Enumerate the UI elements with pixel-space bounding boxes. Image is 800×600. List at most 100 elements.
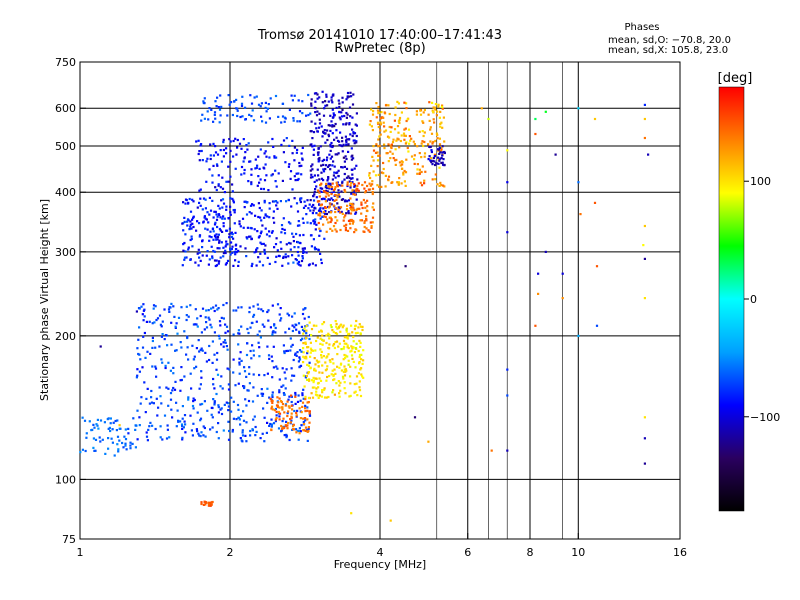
echo-point — [252, 204, 255, 207]
echo-point — [146, 350, 149, 353]
echo-point — [306, 406, 309, 409]
echo-point — [283, 425, 286, 428]
echo-point — [238, 357, 241, 360]
echo-point — [301, 257, 304, 260]
echo-point — [155, 397, 158, 400]
echo-point — [345, 167, 349, 170]
echo-point — [254, 434, 257, 437]
echo-point — [222, 246, 225, 249]
echo-point — [298, 110, 302, 113]
echo-point — [203, 400, 206, 403]
phases-x-stats: mean, sd,X: 105.8, 23.0 — [608, 45, 728, 56]
echo-point — [330, 155, 334, 158]
echo-point — [274, 326, 277, 330]
echo-point — [217, 213, 220, 216]
echo-point — [250, 212, 253, 215]
echo-point — [333, 393, 336, 396]
echo-point — [129, 444, 132, 447]
echo-point — [334, 332, 337, 335]
echo-point — [337, 99, 340, 102]
echo-point — [289, 421, 292, 424]
echo-point — [430, 161, 433, 164]
echo-point — [205, 254, 208, 257]
echo-point — [204, 227, 207, 230]
echo-point — [267, 141, 270, 144]
echo-point — [245, 213, 249, 216]
echo-point — [263, 374, 266, 377]
echo-point — [352, 335, 355, 339]
echo-point — [173, 388, 177, 391]
echo-point — [268, 156, 271, 159]
echo-point — [344, 229, 347, 232]
echo-point — [310, 102, 313, 105]
echo-point — [209, 157, 212, 161]
echo-point — [338, 105, 341, 109]
echo-point — [141, 366, 144, 369]
echo-point — [260, 230, 263, 233]
echo-point — [365, 227, 368, 230]
echo-point — [300, 411, 303, 414]
echo-point — [227, 217, 230, 220]
echo-point — [183, 330, 186, 333]
echo-point — [438, 152, 441, 155]
echo-point — [334, 372, 337, 375]
echo-point — [385, 152, 388, 155]
echo-point — [379, 121, 382, 124]
echo-point — [329, 220, 332, 224]
echo-point — [214, 186, 217, 189]
echo-point — [240, 147, 243, 150]
echo-point — [307, 207, 310, 210]
echo-point — [298, 407, 301, 410]
echo-point — [443, 150, 446, 154]
echo-point — [396, 100, 399, 103]
echo-point — [360, 358, 363, 361]
echo-point — [252, 315, 255, 318]
echo-point — [240, 104, 244, 107]
echo-point — [220, 407, 223, 410]
echo-point — [81, 416, 84, 419]
echo-point — [189, 238, 192, 242]
echo-point — [342, 339, 346, 342]
echo-point — [274, 94, 278, 98]
echo-point — [316, 93, 319, 96]
echo-point — [215, 430, 218, 434]
echo-point — [200, 119, 203, 122]
echo-point — [341, 101, 344, 104]
echo-point — [198, 159, 201, 162]
echo-point — [185, 314, 188, 317]
echo-point — [279, 200, 282, 203]
echo-point — [342, 324, 345, 327]
echo-point — [371, 192, 374, 196]
echo-point — [405, 102, 408, 105]
echo-point — [223, 339, 227, 342]
echo-point — [257, 341, 260, 344]
echo-point — [151, 365, 154, 368]
echo-point — [437, 162, 440, 165]
echo-point — [236, 146, 239, 149]
echo-point — [256, 230, 259, 233]
echo-point — [204, 217, 207, 220]
echo-point — [345, 98, 348, 101]
echo-point — [351, 331, 354, 334]
echo-point — [341, 212, 344, 215]
echo-point — [404, 134, 407, 137]
echo-point — [438, 137, 441, 140]
echo-point — [184, 250, 187, 253]
echo-point — [354, 212, 357, 215]
echo-point — [314, 264, 317, 267]
echo-point — [353, 183, 356, 186]
echo-point — [335, 322, 338, 326]
echo-point — [341, 140, 344, 143]
echo-point — [159, 425, 162, 428]
echo-point — [344, 392, 347, 395]
echo-point — [214, 145, 217, 148]
echo-point — [306, 378, 309, 381]
echo-point — [301, 405, 304, 408]
echo-point — [218, 241, 221, 244]
echo-point — [271, 173, 274, 176]
echo-point — [232, 237, 235, 240]
echo-point — [397, 182, 400, 185]
echo-point — [376, 109, 380, 112]
echo-point — [327, 186, 330, 189]
echo-point — [343, 224, 346, 227]
